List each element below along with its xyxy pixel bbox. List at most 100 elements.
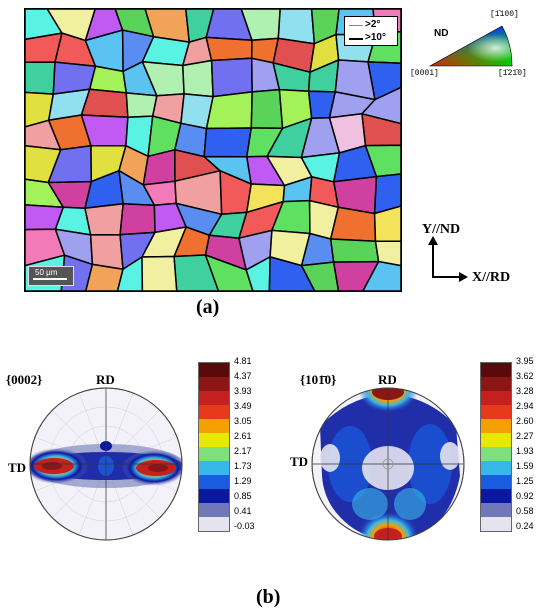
pf2-tick: 2.27 (516, 431, 534, 441)
pf1-tick: 1.73 (234, 461, 252, 471)
colorbar-segment (481, 433, 511, 447)
pf1-tick: 3.49 (234, 401, 252, 411)
colorbar-segment (199, 447, 229, 461)
colorbar-segment (481, 517, 511, 531)
pf2-tick: 2.94 (516, 401, 534, 411)
grain (361, 113, 401, 147)
pf1-colorbar (198, 362, 230, 532)
scale-bar-line (33, 278, 67, 280)
pf1-tick: 3.05 (234, 416, 252, 426)
colorbar-segment (199, 503, 229, 517)
grain (80, 88, 129, 119)
grain (362, 260, 401, 291)
pf2-left-label: TD (290, 454, 309, 469)
pf2-tick: 0.24 (516, 521, 534, 531)
legend-low-angle-text: >2° (365, 19, 381, 30)
panel-b-label: (b) (256, 586, 281, 608)
pf2-top-label: RD (378, 372, 397, 387)
colorbar-segment (199, 461, 229, 475)
colorbar-segment (199, 377, 229, 391)
grain (173, 254, 220, 291)
x-axis-label: X//RD (472, 270, 511, 285)
colorbar-segment (481, 405, 511, 419)
pf1-tick: 0.85 (234, 491, 252, 501)
colorbar-segment (199, 405, 229, 419)
pf1-top-label: RD (96, 372, 115, 387)
pf2-plot (311, 387, 465, 541)
x-axis-arrow-icon (459, 272, 468, 282)
grain (245, 256, 271, 291)
grain (25, 61, 56, 95)
legend-high-angle: >10° (349, 32, 397, 44)
grain (205, 91, 253, 130)
pf2-tick: 3.62 (516, 371, 534, 381)
pf1-tick: 4.81 (234, 356, 252, 366)
pf1-tick: -0.03 (234, 521, 255, 531)
colorbar-segment (199, 475, 229, 489)
colorbar-segment (481, 475, 511, 489)
grain (329, 206, 377, 242)
pf2-colorbar-ticks: 3.95 3.62 3.28 2.94 2.60 2.27 1.93 1.59 … (516, 356, 550, 536)
pf1-tick: 1.29 (234, 476, 252, 486)
ipf-triangle-icon (428, 25, 513, 67)
y-axis-label: Y//ND (422, 222, 461, 237)
pf2-tick: 1.25 (516, 476, 534, 486)
ipf-color-key: ND [1̄100] [0001] [1̄21̄0] (410, 8, 545, 88)
grain (329, 238, 380, 263)
pf1-left-label: TD (8, 460, 27, 475)
colorbar-segment (199, 419, 229, 433)
x-axis-line (432, 276, 460, 278)
grain (125, 92, 158, 119)
grain (361, 86, 401, 125)
grain (373, 205, 401, 242)
grain (205, 36, 253, 62)
pf2-tick: 1.93 (516, 446, 534, 456)
grain (204, 254, 254, 291)
grain (88, 65, 128, 94)
colorbar-segment (481, 461, 511, 475)
colorbar-segment (481, 447, 511, 461)
pf2-tick: 0.92 (516, 491, 534, 501)
ipf-title: ND (434, 28, 449, 39)
grain (89, 233, 124, 270)
pf1-tick: 3.93 (234, 386, 252, 396)
pf2-colorbar (480, 362, 512, 532)
grain (250, 88, 284, 130)
pf2-tick: 2.60 (516, 416, 534, 426)
pf1-title: {0002} (6, 372, 43, 387)
grain (116, 256, 144, 291)
pf1-tick: 4.37 (234, 371, 252, 381)
sample-axes: Y//ND X//RD (422, 222, 538, 292)
pf1-colorbar-ticks: 4.81 4.37 3.93 3.49 3.05 2.61 2.17 1.73 … (234, 356, 274, 536)
pf2-tick: 1.59 (516, 461, 534, 471)
colorbar-segment (481, 363, 511, 377)
pf1-tick: 2.61 (234, 431, 252, 441)
grain (85, 263, 124, 291)
panel-a-label: (a) (196, 296, 220, 318)
colorbar-segment (481, 419, 511, 433)
pf2-title: {101̄0} (300, 372, 337, 387)
ipf-corner-0001: [0001] (410, 69, 439, 78)
pf2-tick: 3.28 (516, 386, 534, 396)
grain (182, 59, 214, 98)
grain (268, 256, 316, 291)
colorbar-segment (199, 517, 229, 531)
legend-high-angle-text: >10° (365, 32, 386, 43)
grain (210, 57, 253, 98)
y-axis-line (432, 244, 434, 278)
thin-line-icon (349, 25, 363, 26)
colorbar-segment (199, 433, 229, 447)
thick-line-icon (349, 38, 363, 40)
pf1-tick: 0.41 (234, 506, 252, 516)
colorbar-segment (199, 363, 229, 377)
grain (84, 203, 124, 236)
ebsd-grain-map (24, 8, 402, 292)
grain (141, 255, 178, 291)
grain (300, 261, 340, 291)
scale-bar-text: 50 μm (35, 268, 58, 277)
grain (332, 260, 380, 291)
pf1-tick: 2.17 (234, 446, 252, 456)
grain (367, 61, 401, 101)
grain (119, 203, 156, 236)
pole-figures: {0002} RD TD (0, 350, 550, 560)
